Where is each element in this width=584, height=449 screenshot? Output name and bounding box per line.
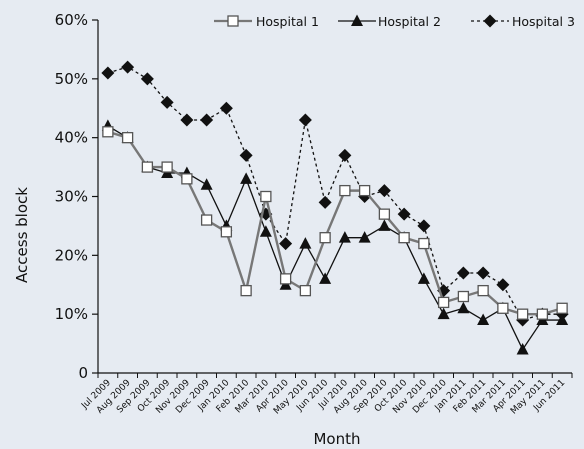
data-point: [476, 266, 490, 280]
data-point: [239, 148, 253, 162]
data-point: [121, 132, 134, 144]
data-point: [140, 72, 154, 86]
data-point: [102, 126, 114, 138]
data-point: [161, 161, 173, 173]
data-point: [377, 184, 391, 198]
data-point: [516, 308, 529, 320]
data-point: [417, 272, 430, 284]
data-point: [556, 313, 569, 326]
y-tick-label: 20%: [55, 246, 88, 264]
data-point: [240, 172, 253, 184]
legend-item-1: Hospital 1: [214, 14, 319, 29]
data-point: [378, 208, 391, 220]
data-point: [397, 207, 411, 221]
data-point: [279, 237, 293, 251]
y-tick-label: 10%: [55, 305, 88, 323]
data-point: [339, 184, 351, 197]
y-ticks: 0 10% 20% 30% 40% 50% 60%: [55, 11, 98, 382]
data-point: [378, 219, 391, 231]
data-point: [536, 308, 549, 320]
series-layer: [101, 60, 569, 355]
data-point: [160, 95, 174, 109]
data-point: [121, 60, 135, 74]
legend-label: Hospital 3: [512, 14, 575, 29]
data-point: [338, 231, 351, 243]
data-point: [437, 296, 450, 309]
data-point: [477, 284, 489, 297]
data-point: [200, 113, 214, 127]
data-point: [319, 272, 332, 284]
data-point: [398, 232, 410, 244]
data-point: [457, 290, 470, 303]
data-point: [477, 313, 490, 326]
data-point: [299, 284, 312, 297]
data-point: [351, 14, 363, 26]
legend: Hospital 1 Hospital 2 Hospital 3: [214, 14, 575, 29]
data-point: [437, 307, 450, 320]
series-line: [107, 130, 563, 316]
data-point: [220, 226, 233, 238]
data-point: [417, 219, 431, 233]
series-line: [107, 66, 563, 321]
series-1: [102, 126, 568, 320]
data-point: [418, 237, 430, 250]
data-point: [259, 225, 272, 237]
data-point: [516, 342, 529, 355]
data-point: [457, 301, 470, 314]
data-point: [556, 302, 568, 314]
y-tick-label: 30%: [55, 188, 88, 206]
data-point: [456, 266, 470, 280]
series-line: [107, 125, 563, 351]
axes: [97, 20, 572, 374]
data-point: [200, 178, 213, 190]
data-point: [298, 113, 312, 127]
data-point: [219, 101, 233, 115]
data-point: [338, 148, 352, 162]
data-point: [260, 190, 272, 203]
data-point: [497, 302, 509, 314]
series-3: [101, 60, 569, 327]
data-point: [319, 232, 331, 244]
data-point: [141, 161, 154, 173]
data-point: [299, 237, 312, 249]
data-point: [181, 173, 193, 185]
y-tick-label: 40%: [55, 129, 88, 147]
x-axis-title: Month: [313, 430, 360, 448]
data-point: [358, 184, 371, 197]
legend-item-2: Hospital 2: [338, 14, 441, 29]
data-point: [483, 14, 497, 28]
data-point: [200, 214, 213, 226]
data-point: [101, 66, 115, 80]
legend-label: Hospital 2: [378, 14, 441, 29]
y-axis-title: Access block: [13, 187, 31, 283]
data-point: [496, 278, 510, 292]
legend-label: Hospital 1: [256, 14, 319, 29]
data-point: [318, 195, 332, 209]
data-point: [240, 284, 252, 297]
data-point: [358, 231, 371, 243]
y-tick-label: 0: [78, 364, 88, 382]
series-2: [101, 119, 569, 355]
legend-item-3: Hospital 3: [471, 14, 575, 29]
data-point: [180, 113, 194, 127]
y-tick-label: 60%: [55, 11, 88, 29]
data-point: [279, 273, 292, 285]
y-tick-label: 50%: [55, 70, 88, 88]
data-point: [227, 15, 239, 27]
